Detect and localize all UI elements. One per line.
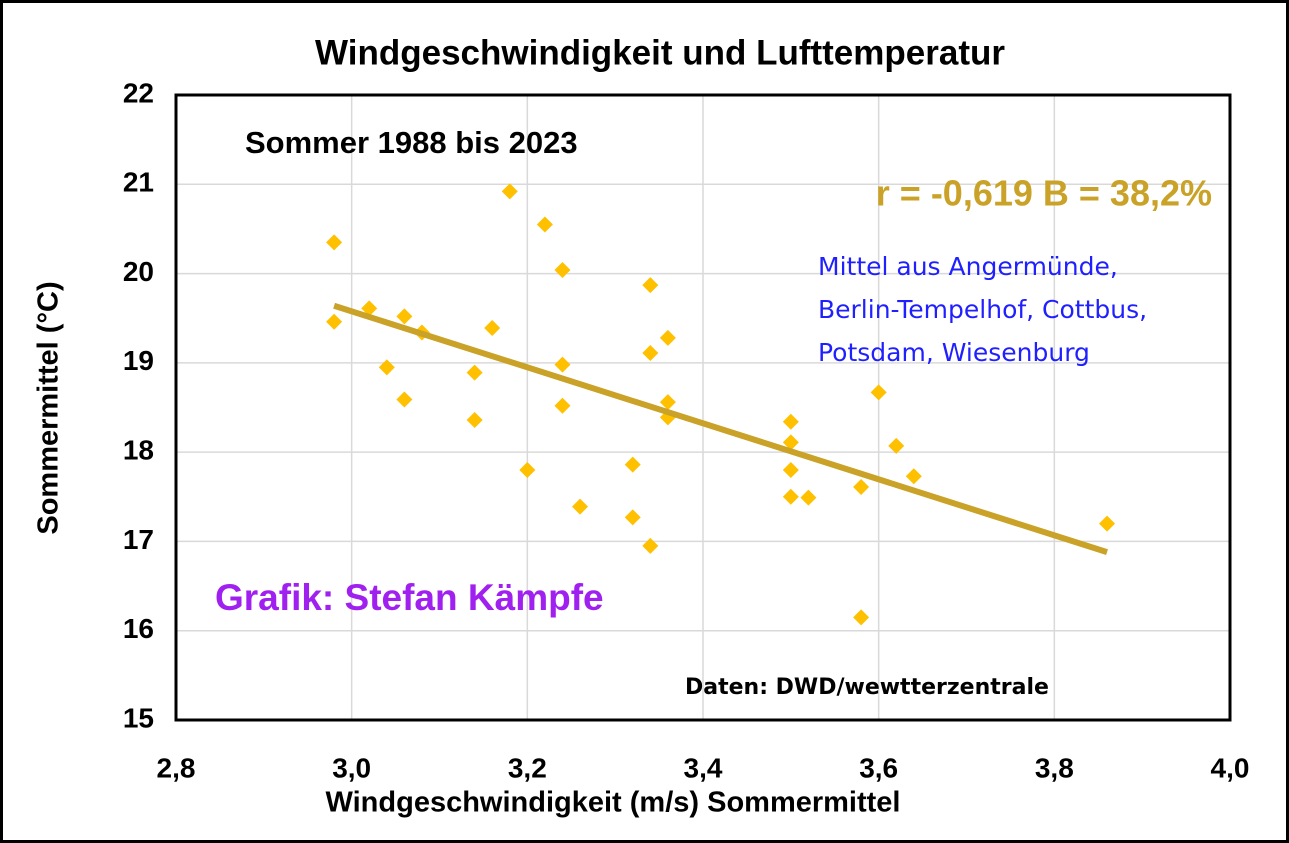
point (554, 262, 571, 278)
point (853, 609, 870, 626)
y-tick-label: 20 (123, 256, 154, 287)
y-tick-label: 22 (123, 77, 154, 108)
x-tick-label: 2,8 (157, 752, 196, 783)
point (782, 434, 799, 451)
point (870, 384, 887, 401)
x-axis-label: Windgeschwindigkeit (m/s) Sommermittel (326, 787, 901, 819)
y-axis-label: Sommermittel (°C) (33, 281, 65, 534)
point (396, 308, 413, 325)
x-tick-label: 3,2 (508, 752, 547, 783)
point (536, 216, 553, 233)
stats: r = -0,619 B = 38,2% (876, 173, 1212, 214)
point (905, 468, 922, 485)
point (466, 364, 483, 381)
point (484, 320, 501, 337)
y-tick-label: 16 (123, 613, 154, 644)
point (554, 397, 571, 414)
point (554, 356, 571, 373)
point (782, 488, 799, 505)
x-tick-label: 3,4 (684, 752, 723, 783)
stations: Berlin-Tempelhof, Cottbus, (818, 295, 1147, 324)
point (782, 462, 799, 478)
point (326, 234, 343, 251)
point (642, 277, 659, 294)
point (624, 456, 641, 473)
trendline (333, 302, 1108, 556)
point (466, 412, 483, 428)
point (361, 300, 378, 317)
x-tick-label: 3,6 (859, 752, 898, 783)
y-tick-label: 18 (123, 435, 154, 466)
point (378, 359, 395, 376)
plot-area (174, 93, 1232, 722)
point (659, 394, 676, 411)
x-tick-label: 3,8 (1035, 752, 1074, 783)
point (1099, 515, 1116, 532)
credit: Grafik: Stefan Kämpfe (215, 577, 604, 618)
y-tick-label: 15 (123, 702, 154, 733)
point (572, 498, 589, 515)
point (501, 183, 518, 200)
point (888, 437, 905, 454)
point (853, 478, 870, 495)
x-tick-label: 4,0 (1211, 752, 1250, 783)
point (659, 329, 676, 346)
y-tick-label: 19 (123, 345, 154, 376)
point (642, 345, 659, 362)
point (642, 537, 659, 554)
point (326, 313, 343, 330)
point (782, 413, 799, 430)
point (519, 462, 536, 478)
x-tick-label: 3,0 (332, 752, 371, 783)
y-tick-label: 17 (123, 524, 154, 555)
point (624, 509, 641, 526)
point (800, 489, 817, 506)
source: Daten: DWD/wewtterzentrale (685, 675, 1049, 700)
y-tick-label: 21 (123, 167, 154, 198)
subtitle: Sommer 1988 bis 2023 (245, 125, 578, 160)
stations: Mittel aus Angermünde, (818, 252, 1118, 281)
stations: Potsdam, Wiesenburg (818, 338, 1090, 367)
point (396, 391, 413, 408)
chart-title: Windgeschwindigkeit und Lufttemperatur (315, 33, 1005, 72)
